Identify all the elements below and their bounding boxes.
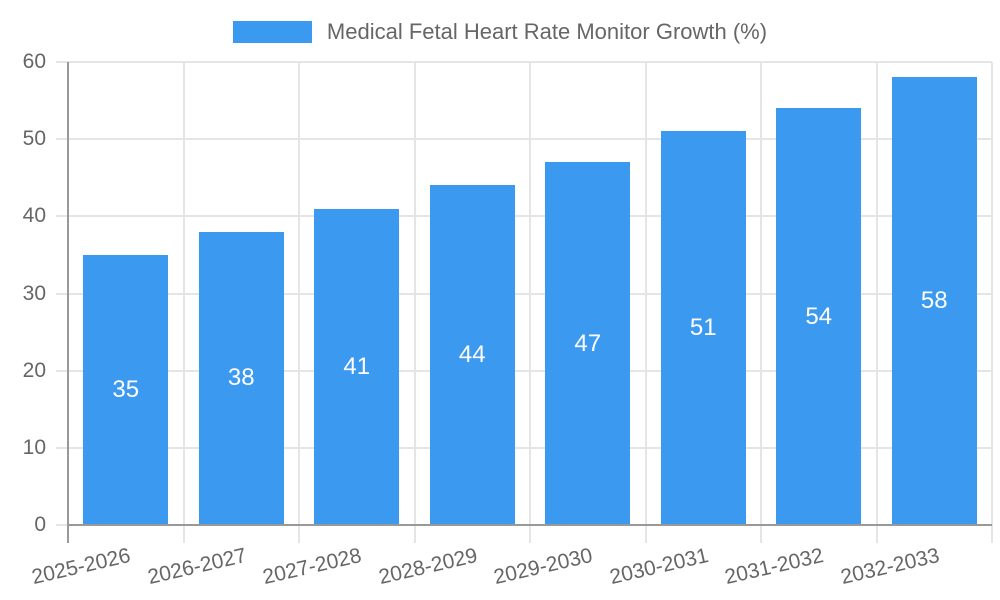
bar-value-label: 47 (574, 329, 602, 357)
y-axis-tick-mark (56, 369, 68, 372)
bar-value-label: 38 (227, 364, 255, 392)
y-axis-tick-label: 0 (34, 513, 46, 536)
y-axis-tick-mark (56, 446, 68, 449)
y-axis-tick-mark (56, 292, 68, 295)
gridline-vertical (644, 62, 647, 543)
bar-value-label: 54 (805, 302, 833, 330)
bar: 41 (314, 208, 400, 525)
y-axis-tick-label: 20 (22, 358, 46, 382)
legend-label: Medical Fetal Heart Rate Monitor Growth … (326, 19, 768, 44)
x-axis-tick-label: 2031-2032 (722, 544, 826, 590)
y-axis-tick-label: 40 (22, 204, 46, 228)
y-axis-tick-mark (56, 524, 68, 526)
legend-swatch (232, 21, 312, 43)
y-axis-tick-mark (56, 61, 68, 63)
y-axis-tick-label: 30 (22, 281, 46, 305)
x-axis-tick-label: 2030-2031 (607, 544, 711, 590)
x-axis-tick-label: 2029-2030 (491, 544, 595, 590)
gridline-vertical (298, 62, 300, 543)
y-axis-tick-label: 50 (22, 127, 46, 151)
bar: 38 (198, 231, 284, 525)
bar-value-label: 35 (112, 375, 140, 403)
gridline-vertical (875, 62, 878, 543)
x-axis-tick-label: 2026-2027 (145, 544, 249, 590)
bar-value-label: 58 (920, 287, 948, 315)
y-axis-tick-label: 10 (22, 435, 46, 459)
bar: 47 (545, 162, 631, 525)
x-axis-line (68, 524, 992, 526)
y-axis-tick-mark (56, 215, 68, 218)
gridline-vertical (413, 62, 416, 543)
bar: 35 (83, 254, 169, 525)
bar-value-label: 51 (689, 314, 717, 342)
chart-legend: Medical Fetal Heart Rate Monitor Growth … (0, 18, 1000, 46)
gridline-vertical (760, 62, 762, 543)
gridline-vertical (182, 62, 185, 543)
bar: 54 (776, 108, 862, 525)
y-axis-tick-label: 60 (22, 50, 46, 73)
y-axis-line (67, 62, 69, 543)
x-axis-tick-label: 2032-2033 (838, 544, 942, 590)
gridline-vertical (529, 62, 531, 543)
x-axis-tick-label: 2028-2029 (376, 544, 480, 590)
x-axis-tick-label: 2027-2028 (260, 544, 364, 590)
bar: 51 (660, 131, 746, 525)
bar: 58 (891, 77, 977, 525)
gridline-vertical (991, 62, 993, 543)
bar-value-label: 44 (458, 341, 486, 369)
x-axis-tick-label: 2025-2026 (29, 544, 133, 590)
y-axis-tick-mark (56, 138, 68, 141)
bar: 44 (429, 185, 515, 525)
bar-value-label: 41 (343, 352, 371, 380)
